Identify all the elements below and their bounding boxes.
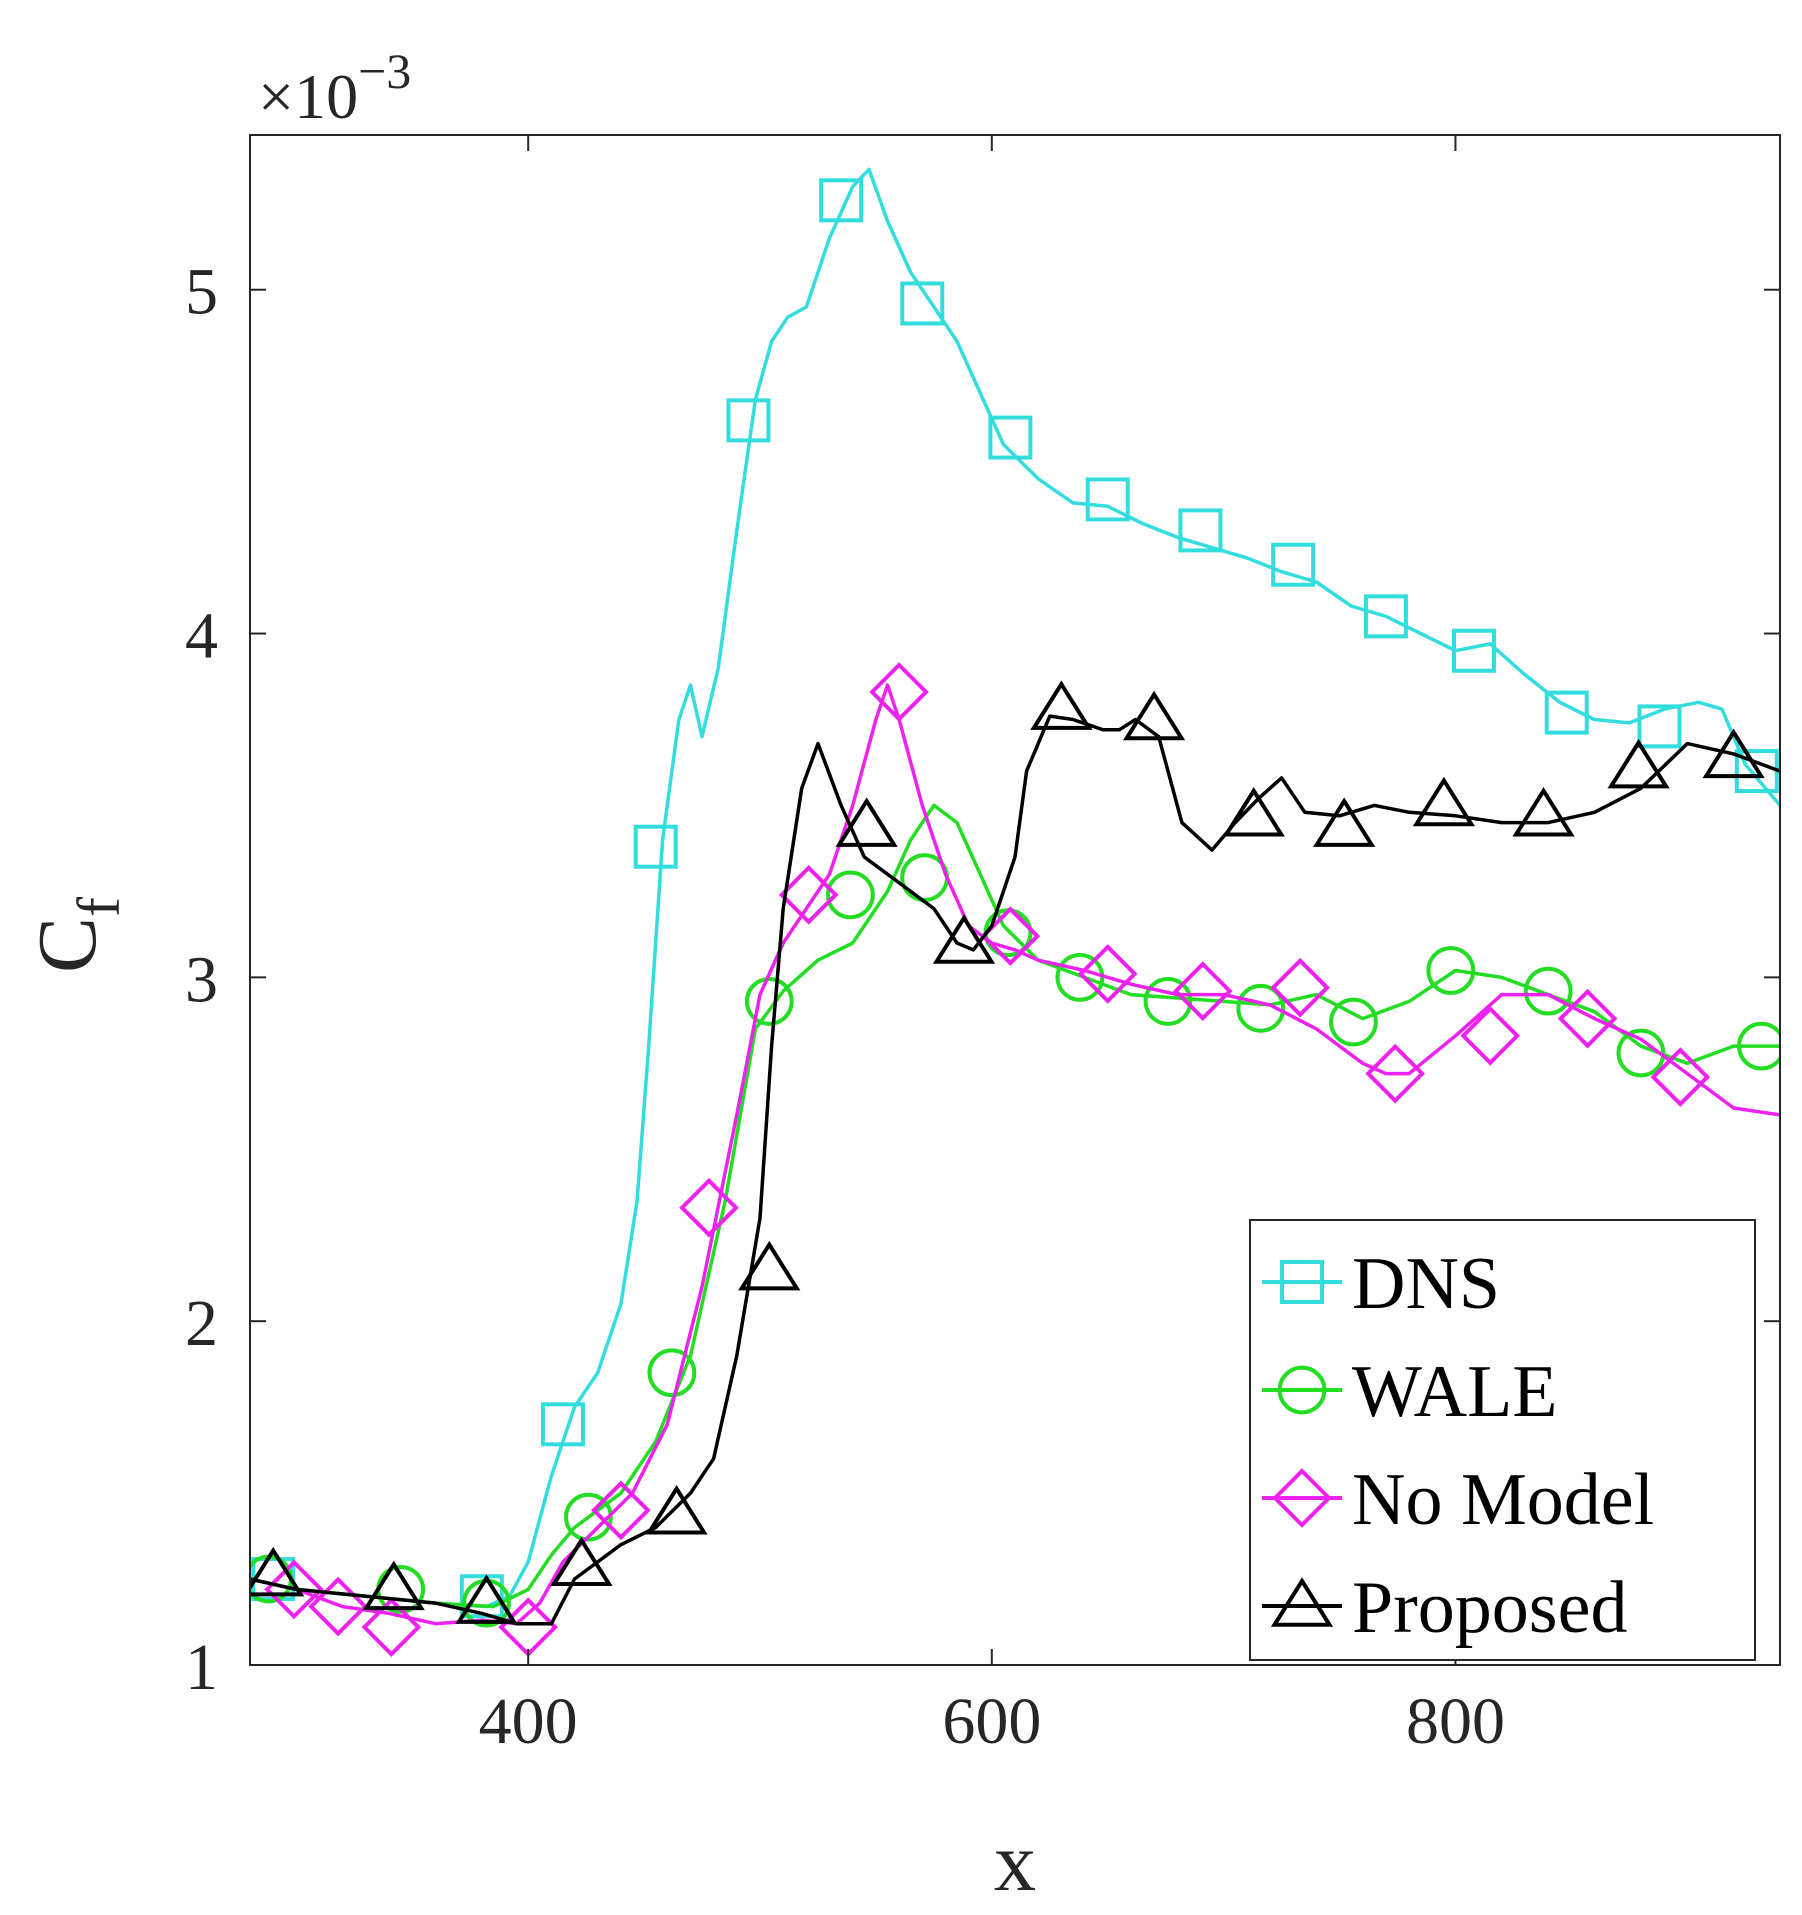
legend-label: DNS xyxy=(1352,1243,1500,1325)
legend-item-proposed: Proposed xyxy=(1262,1567,1627,1649)
legend-box xyxy=(1249,1219,1756,1661)
data-point-proposed xyxy=(1313,797,1376,847)
data-point-dns xyxy=(1452,628,1496,673)
x-tick-label: 400 xyxy=(479,1685,578,1758)
data-point-no-model xyxy=(1172,961,1233,1021)
legend-label: Proposed xyxy=(1352,1567,1627,1649)
data-point-proposed xyxy=(1512,787,1575,837)
legend-swatch-marker xyxy=(1277,1365,1327,1415)
data-point-proposed xyxy=(362,1560,425,1611)
data-point-proposed xyxy=(932,914,996,964)
data-point-no-model xyxy=(778,865,839,925)
data-point-dns xyxy=(1271,542,1316,587)
y-tick-label: 4 xyxy=(185,600,218,673)
series-line-proposed xyxy=(250,714,1780,1626)
series-line-no-model xyxy=(250,683,1780,1626)
legend-item-no-model: No Model xyxy=(1262,1459,1654,1541)
data-point-proposed xyxy=(1222,787,1285,837)
data-point-dns xyxy=(459,1574,504,1619)
data-point-dns xyxy=(1085,477,1130,522)
data-point-wale xyxy=(1616,1028,1666,1078)
data-point-no-model xyxy=(1270,957,1330,1018)
series-line-dns xyxy=(250,167,1780,1609)
y-exponent-power: −3 xyxy=(358,43,411,99)
data-point-wale xyxy=(1329,997,1378,1047)
data-point-no-model xyxy=(1650,1047,1711,1107)
data-point-proposed xyxy=(250,1546,305,1597)
data-point-proposed xyxy=(738,1240,801,1291)
data-point-wale xyxy=(647,1348,697,1398)
y-axis-label-subscript: f xyxy=(66,897,132,917)
data-point-no-model xyxy=(1557,988,1618,1049)
data-point-dns xyxy=(726,398,771,443)
series-no-model xyxy=(250,662,1780,1658)
data-point-dns xyxy=(1544,690,1589,735)
data-point-proposed xyxy=(550,1536,613,1587)
data-point-dns xyxy=(1363,594,1408,639)
data-point-proposed xyxy=(455,1574,518,1624)
data-point-dns xyxy=(900,281,945,326)
plot-frame xyxy=(249,134,1781,1666)
data-point-wale xyxy=(744,977,794,1026)
data-point-proposed xyxy=(1412,776,1475,827)
data-point-no-model xyxy=(264,1559,324,1620)
data-point-no-model xyxy=(591,1480,651,1541)
data-point-proposed xyxy=(835,797,898,847)
data-point-proposed xyxy=(1122,690,1186,741)
data-point-wale xyxy=(1523,966,1573,1016)
legend-label: No Model xyxy=(1352,1459,1654,1541)
data-point-wale xyxy=(826,870,875,920)
y-axis-label: Cf xyxy=(21,897,132,973)
data-point-no-model xyxy=(1365,1043,1426,1104)
data-point-wale xyxy=(564,1492,613,1542)
y-tick-label: 2 xyxy=(185,1287,218,1360)
y-tick-label: 5 xyxy=(185,256,218,329)
data-point-proposed xyxy=(1702,728,1765,779)
y-axis-label-main: C xyxy=(21,917,114,973)
legend-swatch-marker xyxy=(1280,1260,1324,1304)
data-point-no-model xyxy=(361,1597,422,1658)
data-point-dns xyxy=(988,415,1033,460)
data-point-no-model xyxy=(679,1177,739,1238)
legend-swatch-marker xyxy=(1272,1468,1332,1528)
data-point-proposed xyxy=(1607,738,1670,789)
y-exponent-label: ×10−3 xyxy=(258,43,411,132)
legend-item-wale: WALE xyxy=(1262,1351,1558,1433)
data-point-wale xyxy=(1737,1021,1780,1071)
y-tick-label: 3 xyxy=(185,943,218,1016)
data-point-no-model xyxy=(869,662,929,722)
data-point-dns xyxy=(819,178,864,223)
series-proposed xyxy=(250,680,1780,1626)
x-axis-label: x xyxy=(994,1816,1036,1909)
data-point-dns xyxy=(1637,704,1682,749)
series-line-wale xyxy=(250,803,1780,1609)
x-tick-label: 800 xyxy=(1406,1685,1505,1758)
data-point-no-model xyxy=(1460,1005,1521,1066)
series-wale xyxy=(250,803,1780,1628)
data-point-proposed xyxy=(1030,680,1093,730)
data-point-no-model xyxy=(1077,944,1138,1004)
x-tick-label: 600 xyxy=(942,1685,1041,1758)
data-point-proposed xyxy=(645,1484,708,1535)
data-point-dns xyxy=(540,1402,585,1447)
legend-label: WALE xyxy=(1352,1351,1558,1433)
y-exponent-prefix: ×10 xyxy=(258,61,358,132)
legend: DNS WALE No Model Proposed xyxy=(1249,1219,1756,1661)
y-tick-label: 1 xyxy=(185,1631,218,1704)
data-point-dns xyxy=(633,824,678,869)
data-point-wale xyxy=(1143,977,1193,1026)
data-point-no-model xyxy=(308,1576,368,1637)
data-point-wale xyxy=(1236,983,1286,1033)
legend-item-dns: DNS xyxy=(1262,1243,1500,1325)
data-point-dns xyxy=(1178,508,1223,553)
ticks-layer: 400 600 800 1 2 3 4 5 xyxy=(185,135,1780,1758)
series-layer xyxy=(250,167,1780,1658)
legend-swatch-marker xyxy=(1270,1577,1334,1627)
data-point-wale xyxy=(1426,946,1476,995)
